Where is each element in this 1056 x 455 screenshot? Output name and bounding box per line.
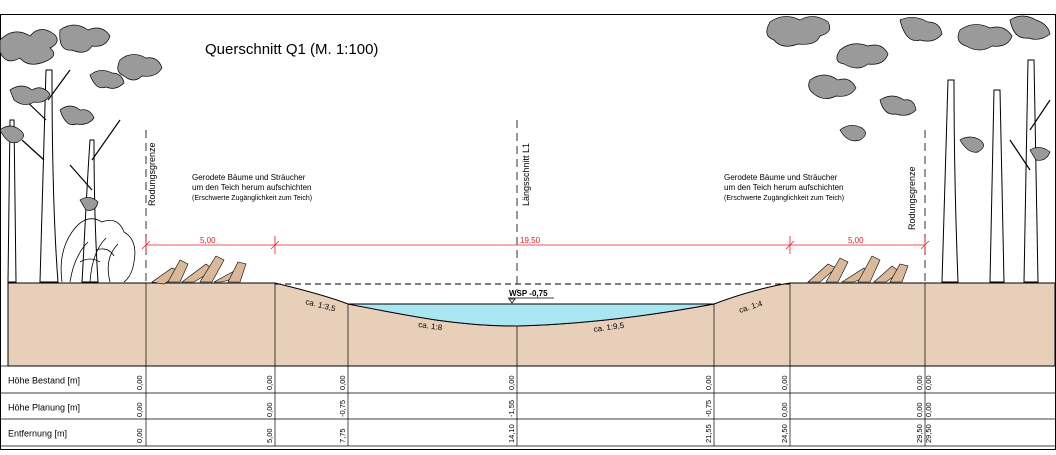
note-left-line3: (Erschwerte Zugänglichkeit zum Teich) [192, 195, 312, 202]
table-cell: -0,75 [704, 400, 713, 417]
tree-icon [69, 119, 121, 283]
dimension-label-3: 5,00 [848, 236, 864, 245]
table-cell: 5,00 [265, 428, 274, 443]
table-cell: -1,55 [507, 400, 516, 417]
tree-icon [1009, 59, 1051, 283]
laengsschnitt-label: Längsschnitt L1 [521, 143, 531, 206]
shrub-icon [60, 218, 136, 283]
tree-icon [19, 69, 71, 283]
pond-water [347, 303, 715, 327]
table-cell: 29,50 [924, 424, 933, 443]
note-right-line2: um den Teich herum aufschichten [724, 183, 843, 192]
tree-icon [7, 119, 17, 283]
drawing-title: Querschnitt Q1 (M. 1:100) [205, 41, 378, 58]
tree-icon [989, 89, 1005, 283]
dimension-line [141, 236, 930, 254]
table-cell: 21,55 [704, 424, 713, 443]
table-cell: 0,00 [780, 375, 789, 390]
table-cell: 0,00 [135, 428, 144, 443]
trees-left [0, 24, 163, 283]
table-row-label: Höhe Planung [m] [8, 403, 80, 413]
note-right: Gerodete Bäume und Sträucher um den Teic… [724, 173, 844, 202]
table-cell: 0,00 [338, 375, 347, 390]
table-cell: 0,00 [924, 375, 933, 390]
table-cell: 24,50 [780, 424, 789, 443]
table-cell: 0,00 [265, 375, 274, 390]
wsp-marker: WSP -0,75 [508, 289, 554, 304]
table-cell: 0,00 [915, 375, 924, 390]
rodungsgrenze-label-right: Rodungsgrenze [907, 166, 917, 230]
table-cell: 0,00 [915, 402, 924, 417]
trees-right [766, 15, 1051, 283]
table-cell: 0,00 [924, 402, 933, 417]
table-cell: 0,00 [135, 375, 144, 390]
data-table [0, 365, 1056, 447]
table-row-label: Entfernung [m] [8, 429, 67, 439]
foliage-icon [766, 15, 1051, 161]
table-cell: 0,00 [265, 402, 274, 417]
table-cell: 0,00 [704, 375, 713, 390]
table-cell: 0,00 [780, 402, 789, 417]
note-right-line1: Gerodete Bäume und Sträucher [724, 173, 838, 182]
table-cell: 14,10 [507, 424, 516, 443]
brush-pile-right [807, 255, 909, 283]
rodungsgrenze-label-left: Rodungsgrenze [147, 142, 157, 206]
slope-label-3: ca. 1:9,5 [593, 321, 625, 334]
tree-icon [941, 79, 959, 283]
note-right-line3: (Erschwerte Zugänglichkeit zum Teich) [724, 195, 844, 202]
table-cell: 0,00 [507, 375, 516, 390]
foliage-icon [0, 24, 163, 211]
table-cell: -0,75 [338, 400, 347, 417]
note-left-line2: um den Teich herum aufschichten [192, 183, 311, 192]
table-cell: 0,00 [135, 402, 144, 417]
note-left-line1: Gerodete Bäume und Sträucher [192, 173, 306, 182]
brush-pile-left [151, 255, 247, 285]
table-cell: 7,75 [338, 428, 347, 443]
table-row-label: Höhe Bestand [m] [8, 376, 80, 386]
dimension-label-2: 19,50 [520, 236, 541, 245]
slope-label-2: ca. 1:8 [418, 320, 444, 332]
note-left: Gerodete Bäume und Sträucher um den Teic… [192, 173, 312, 202]
wsp-label: WSP -0,75 [509, 289, 548, 298]
drawing-frame [0, 14, 1056, 450]
dimension-label-1: 5,00 [200, 236, 216, 245]
table-rows: Höhe Bestand [m] 0,00 0,00 0,00 0,00 0,00 0,00… [8, 375, 933, 443]
table-cell: 29,50 [915, 424, 924, 443]
